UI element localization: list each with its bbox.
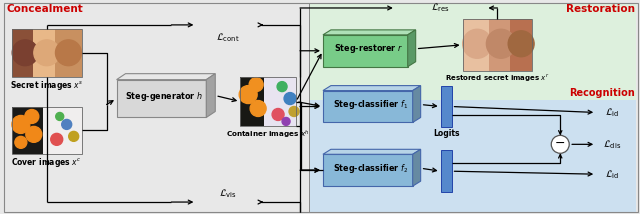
Polygon shape [323, 149, 420, 154]
Circle shape [12, 116, 30, 133]
Circle shape [463, 29, 492, 58]
Text: $\mathcal{L}_{\mathrm{cont}}$: $\mathcal{L}_{\mathrm{cont}}$ [216, 31, 240, 44]
Text: $\mathcal{L}_{\mathrm{id}}$: $\mathcal{L}_{\mathrm{id}}$ [605, 168, 620, 181]
Circle shape [15, 136, 27, 148]
Text: Restoration: Restoration [566, 4, 635, 14]
Text: Logits: Logits [433, 129, 460, 138]
Text: Steg-generator $h$: Steg-generator $h$ [125, 90, 204, 103]
Circle shape [284, 93, 296, 104]
Circle shape [277, 82, 287, 92]
Text: Steg-classifier $f_1$: Steg-classifier $f_1$ [333, 98, 408, 111]
Circle shape [51, 133, 63, 145]
Circle shape [272, 108, 284, 120]
Polygon shape [206, 74, 215, 117]
Circle shape [282, 117, 290, 125]
FancyBboxPatch shape [264, 77, 296, 126]
Circle shape [289, 107, 299, 116]
Text: $\mathcal{L}_{\mathrm{vis}}$: $\mathcal{L}_{\mathrm{vis}}$ [220, 188, 237, 201]
Text: $\mathcal{L}_{\mathrm{dis}}$: $\mathcal{L}_{\mathrm{dis}}$ [603, 138, 621, 151]
Polygon shape [323, 91, 413, 122]
FancyBboxPatch shape [240, 77, 264, 126]
Polygon shape [323, 35, 408, 67]
Circle shape [56, 40, 81, 66]
FancyBboxPatch shape [463, 19, 492, 71]
Circle shape [25, 110, 39, 123]
Text: Container images $x^h$: Container images $x^h$ [226, 128, 310, 141]
Polygon shape [309, 3, 636, 100]
Circle shape [250, 101, 266, 116]
Polygon shape [323, 154, 413, 186]
FancyBboxPatch shape [44, 107, 82, 154]
Circle shape [34, 40, 60, 66]
FancyBboxPatch shape [12, 29, 38, 77]
Polygon shape [413, 149, 420, 186]
FancyBboxPatch shape [440, 86, 452, 127]
Circle shape [61, 119, 72, 129]
Polygon shape [116, 74, 215, 80]
FancyBboxPatch shape [440, 150, 452, 192]
Polygon shape [413, 86, 420, 122]
Circle shape [239, 86, 257, 104]
Circle shape [56, 113, 64, 120]
Polygon shape [323, 30, 415, 35]
FancyBboxPatch shape [55, 29, 82, 77]
Text: $\mathcal{L}_{\mathrm{res}}$: $\mathcal{L}_{\mathrm{res}}$ [431, 1, 450, 14]
FancyBboxPatch shape [33, 29, 61, 77]
Circle shape [508, 31, 534, 57]
Polygon shape [116, 80, 206, 117]
Text: Steg-restorer $r$: Steg-restorer $r$ [333, 42, 403, 55]
Circle shape [26, 126, 42, 142]
Text: Recognition: Recognition [569, 88, 635, 98]
Text: $\mathcal{L}_{\mathrm{id}}$: $\mathcal{L}_{\mathrm{id}}$ [605, 106, 620, 119]
FancyBboxPatch shape [510, 19, 532, 71]
Text: Cover images $x^c$: Cover images $x^c$ [12, 156, 82, 169]
FancyBboxPatch shape [463, 19, 532, 71]
Polygon shape [408, 30, 415, 67]
Text: Steg-classifier $f_2$: Steg-classifier $f_2$ [333, 162, 408, 175]
Text: −: − [555, 137, 566, 150]
FancyBboxPatch shape [12, 29, 82, 77]
Circle shape [486, 29, 515, 58]
Circle shape [551, 135, 569, 153]
Text: Secret images $x^s$: Secret images $x^s$ [10, 79, 84, 92]
Circle shape [68, 131, 79, 141]
Polygon shape [309, 100, 636, 212]
Text: Restored secret images $x^r$: Restored secret images $x^r$ [445, 73, 550, 84]
Polygon shape [323, 86, 420, 91]
Circle shape [12, 40, 38, 66]
Text: Concealment: Concealment [7, 4, 84, 14]
FancyBboxPatch shape [12, 107, 44, 154]
Circle shape [249, 78, 263, 92]
FancyBboxPatch shape [489, 19, 513, 71]
